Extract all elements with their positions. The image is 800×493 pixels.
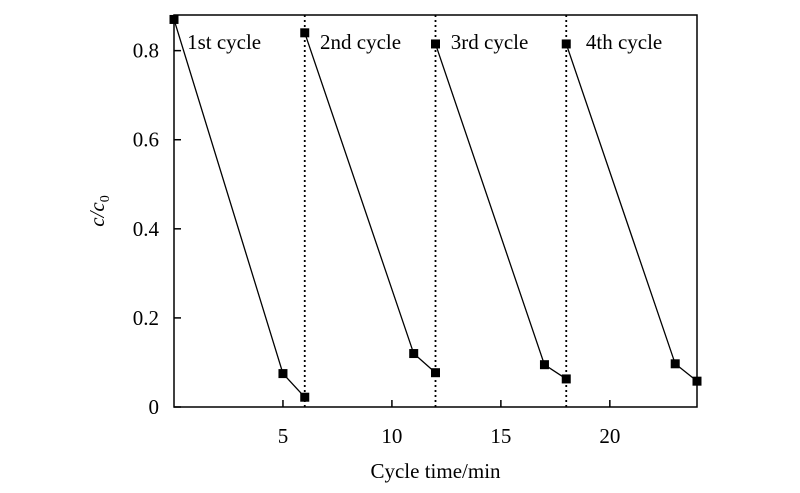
cycle-label: 4th cycle — [586, 30, 662, 54]
series-line — [434, 43, 567, 380]
y-tick-label: 0.8 — [133, 39, 159, 63]
tick-layer: 5 10 15 20 0 0.2 0.4 0.6 0.8 — [133, 39, 621, 448]
y-tick-label: 0 — [149, 395, 160, 419]
data-point — [409, 349, 419, 359]
y-tick-label: 0.2 — [133, 306, 159, 330]
cycle-label: 2nd cycle — [320, 30, 401, 54]
series-line — [565, 43, 698, 382]
y-axis-label-sep: /c — [85, 202, 109, 219]
data-point — [670, 359, 680, 369]
cycle-label: 1st cycle — [187, 30, 261, 54]
plot-frame — [173, 14, 698, 408]
data-point — [561, 39, 571, 49]
cycle-label: 3rd cycle — [451, 30, 529, 54]
data-point — [300, 28, 310, 38]
data-point — [431, 368, 440, 378]
y-axis-label-sub: 0 — [98, 195, 113, 202]
data-point — [431, 39, 440, 49]
x-tick-label: 15 — [490, 424, 511, 448]
data-point — [539, 360, 549, 370]
data-point — [561, 374, 571, 384]
y-tick-label: 0.4 — [133, 217, 160, 241]
series-line — [304, 32, 436, 374]
label-layer: 1st cycle 2nd cycle 3rd cycle 4th cycle — [187, 30, 662, 54]
x-tick-label: 5 — [278, 424, 289, 448]
x-tick-label: 10 — [381, 424, 402, 448]
data-point — [278, 369, 288, 379]
y-axis-label-c: c — [85, 217, 109, 227]
divider-layer — [303, 15, 568, 407]
data-point — [300, 392, 310, 402]
y-axis-label: c/c0 — [85, 195, 113, 226]
series-line — [173, 19, 306, 398]
x-axis-label: Cycle time/min — [370, 459, 501, 483]
series-layer — [169, 14, 702, 402]
y-tick-label: 0.6 — [133, 128, 159, 152]
x-tick-label: 20 — [599, 424, 620, 448]
